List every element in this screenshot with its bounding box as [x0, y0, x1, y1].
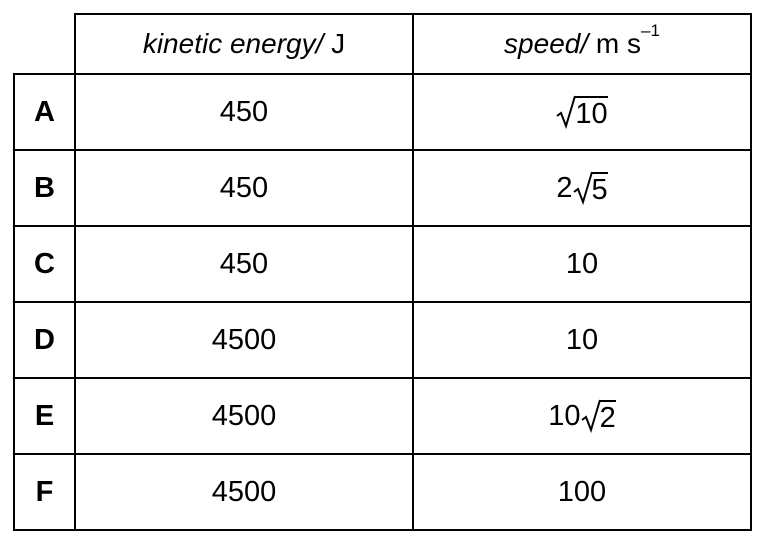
row-label-f: F	[35, 475, 54, 508]
grid-line-row-e	[13, 453, 752, 455]
header-speed-quantity: speed	[504, 28, 581, 59]
speed-value-a: 10	[414, 75, 750, 149]
row-label-b: B	[34, 171, 55, 204]
grid-line-row-c	[13, 301, 752, 303]
grid-line-label-col	[74, 13, 76, 531]
sqrt-expression-b: 5	[572, 171, 608, 206]
energy-value-b: 450	[219, 171, 269, 204]
row-label-d: D	[34, 323, 55, 356]
grid-line-row-d	[13, 377, 752, 379]
header-speed-unit: m s	[588, 28, 642, 59]
radical-sign-icon	[556, 95, 577, 129]
grid-line-left	[13, 73, 15, 531]
energy-value-a: 450	[219, 95, 269, 128]
row-label-a: A	[34, 95, 55, 128]
header-ke-unit: J	[323, 28, 346, 59]
header-speed: speed / m s –1	[414, 15, 750, 73]
grid-line-row-b	[13, 225, 752, 227]
radical-sign-icon	[572, 171, 593, 205]
grid-line-right	[750, 13, 752, 531]
speed-coef-b: 2	[556, 171, 573, 204]
grid-line-bottom	[13, 529, 752, 531]
radical-sign-icon	[580, 399, 601, 433]
row-label-c: C	[34, 247, 55, 280]
radicand-a: 10	[575, 96, 608, 130]
radicand-e: 2	[599, 400, 616, 434]
speed-coef-e: 10	[548, 399, 581, 432]
energy-value-e: 4500	[211, 399, 277, 432]
header-ke-separator: /	[315, 28, 324, 59]
grid-line-row-a	[13, 149, 752, 151]
speed-value-d: 10	[565, 323, 599, 356]
header-ke-quantity: kinetic energy	[142, 28, 316, 59]
header-kinetic-energy: kinetic energy / J	[76, 15, 412, 73]
row-label-e: E	[34, 399, 55, 432]
energy-value-d: 4500	[211, 323, 277, 356]
header-speed-separator: /	[580, 28, 589, 59]
sqrt-expression-e: 2	[580, 399, 616, 434]
header-speed-exponent: –1	[641, 21, 660, 40]
energy-value-c: 450	[219, 247, 269, 280]
speed-value-f: 100	[557, 475, 607, 508]
energy-value-f: 4500	[211, 475, 277, 508]
grid-line-energy-col	[412, 13, 414, 531]
speed-value-e: 10 2	[414, 379, 750, 453]
radicand-b: 5	[591, 172, 608, 206]
speed-value-b: 2 5	[414, 151, 750, 225]
grid-line-header	[13, 73, 752, 75]
sqrt-expression-a: 10	[556, 95, 608, 130]
speed-value-c: 10	[565, 247, 599, 280]
